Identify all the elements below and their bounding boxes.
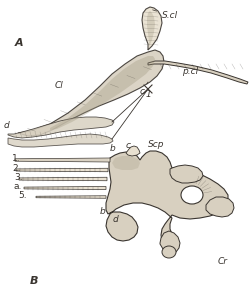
Polygon shape: [160, 231, 180, 253]
Text: 1.: 1.: [12, 154, 20, 163]
Ellipse shape: [181, 186, 203, 204]
Text: Scp: Scp: [148, 140, 164, 149]
Text: A: A: [15, 38, 24, 48]
Polygon shape: [170, 165, 203, 183]
Ellipse shape: [162, 246, 176, 258]
Polygon shape: [147, 11, 155, 47]
Text: d: d: [113, 215, 119, 224]
Text: c: c: [140, 82, 148, 96]
Polygon shape: [8, 134, 113, 147]
Polygon shape: [19, 177, 107, 181]
Text: B: B: [30, 276, 38, 286]
Polygon shape: [16, 168, 108, 172]
Text: b: b: [110, 144, 116, 153]
Text: c: c: [126, 141, 131, 150]
Text: S.cl: S.cl: [153, 10, 178, 20]
Text: 2.: 2.: [12, 164, 20, 173]
Text: 5.: 5.: [18, 191, 26, 200]
Polygon shape: [50, 56, 155, 130]
Polygon shape: [24, 186, 106, 189]
Polygon shape: [142, 7, 162, 50]
Polygon shape: [8, 117, 114, 138]
Text: a.: a.: [14, 182, 22, 191]
Polygon shape: [106, 151, 228, 250]
Polygon shape: [148, 61, 248, 84]
Text: b: b: [100, 207, 106, 216]
Text: p.cl: p.cl: [182, 67, 198, 76]
Text: d: d: [4, 121, 10, 130]
Polygon shape: [206, 197, 234, 217]
Polygon shape: [112, 156, 140, 170]
Text: 1: 1: [146, 90, 152, 99]
Text: 3.: 3.: [14, 173, 22, 182]
Text: Cr: Cr: [218, 257, 228, 266]
Polygon shape: [15, 158, 110, 162]
Text: Cl: Cl: [55, 81, 64, 90]
Polygon shape: [126, 146, 140, 156]
Polygon shape: [18, 50, 164, 136]
Polygon shape: [36, 196, 106, 198]
